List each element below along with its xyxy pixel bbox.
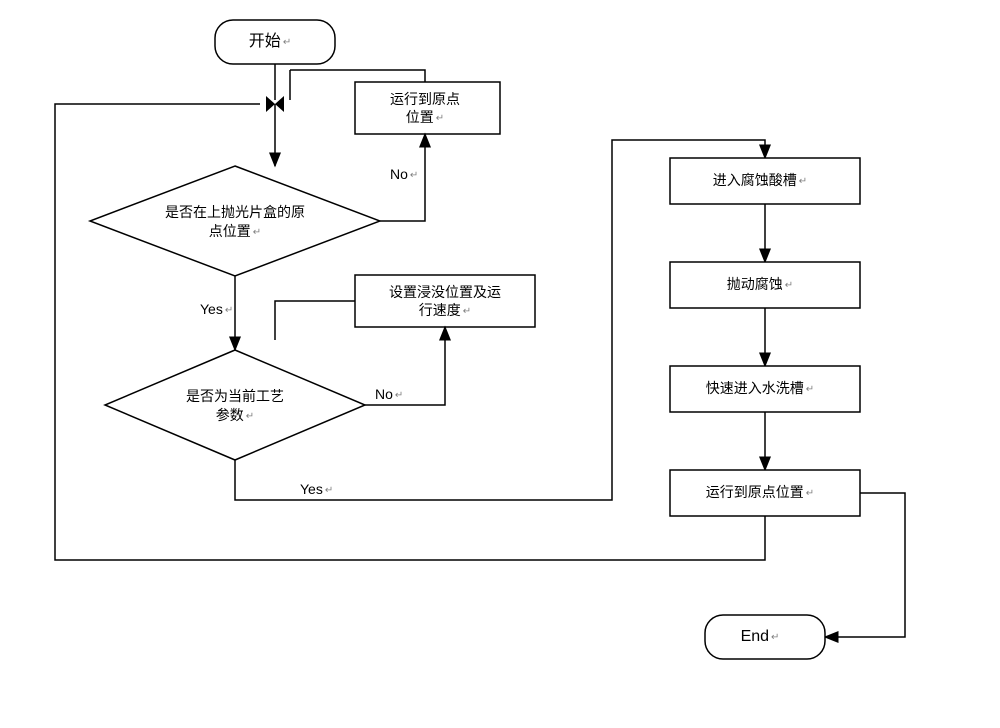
label-dec2-yes: Yes↵: [300, 481, 333, 497]
rinse-l1: 快速进入水洗槽: [706, 380, 804, 396]
label-dec2-no: No↵: [375, 386, 403, 402]
svg-text:快速进入水洗槽↵: 快速进入水洗槽↵: [706, 380, 814, 396]
svg-text:进入腐蚀酸槽↵: 进入腐蚀酸槽↵: [713, 172, 807, 188]
node-dec2: 是否为当前工艺 参数↵: [105, 350, 365, 460]
label-dec1-yes: Yes↵: [200, 301, 233, 317]
dec1-l1: 是否在上抛光片盒的原: [165, 204, 305, 220]
origin2-l1: 运行到原点位置: [706, 484, 804, 500]
setparam-l1: 设置浸没位置及运: [389, 284, 501, 300]
origin1-l2: 位置: [406, 109, 434, 125]
svg-text:设置浸没位置及运: 设置浸没位置及运: [389, 284, 501, 300]
node-shake: 抛动腐蚀↵: [670, 262, 860, 308]
node-origin1: 运行到原点 位置↵: [355, 82, 500, 134]
edge-origin1-loop: [290, 70, 425, 82]
dec1-l2: 点位置: [209, 223, 251, 239]
start-label: 开始: [249, 32, 281, 50]
node-acid: 进入腐蚀酸槽↵: [670, 158, 860, 204]
svg-text:运行到原点位置↵: 运行到原点位置↵: [706, 484, 814, 500]
node-setparam: 设置浸没位置及运 行速度↵: [355, 275, 535, 327]
end-label: End: [741, 628, 769, 645]
shake-l1: 抛动腐蚀: [727, 276, 783, 292]
acid-l1: 进入腐蚀酸槽: [713, 172, 797, 188]
svg-text:运行到原点: 运行到原点: [390, 91, 460, 107]
node-rinse: 快速进入水洗槽↵: [670, 366, 860, 412]
node-origin2: 运行到原点位置↵: [670, 470, 860, 516]
node-end: End↵: [705, 615, 825, 659]
label-dec1-no: No↵: [390, 166, 418, 182]
dec2-l1: 是否为当前工艺: [186, 388, 284, 404]
origin1-l1: 运行到原点: [390, 91, 460, 107]
svg-text:是否在上抛光片盒的原: 是否在上抛光片盒的原: [165, 204, 305, 220]
setparam-l2: 行速度: [419, 302, 461, 318]
node-start: 开始↵: [215, 20, 335, 64]
dec2-l2: 参数: [216, 407, 244, 423]
svg-text:是否为当前工艺: 是否为当前工艺: [186, 388, 284, 404]
edge-setparam-loop: [275, 301, 355, 340]
node-dec1: 是否在上抛光片盒的原 点位置↵: [90, 166, 380, 276]
